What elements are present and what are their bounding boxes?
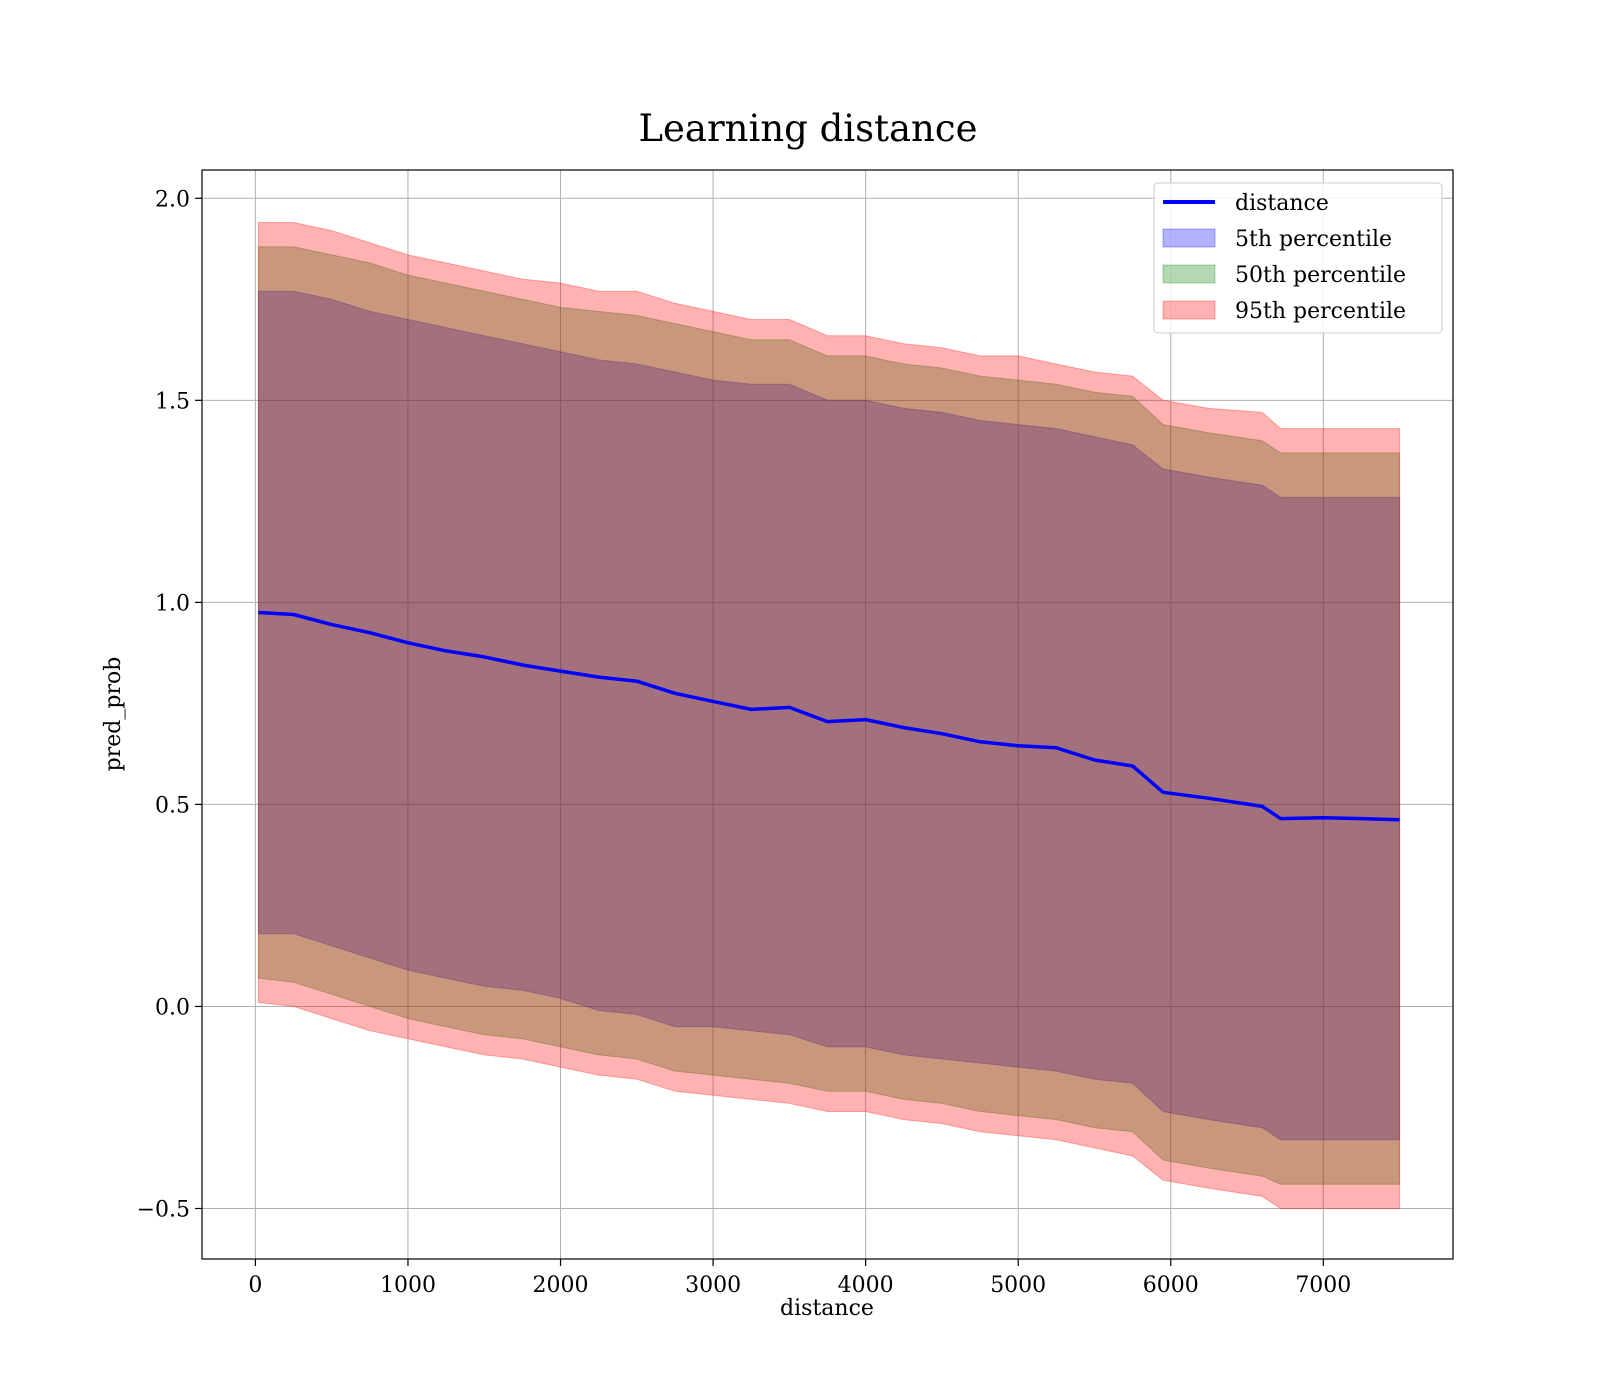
chart-title: Learning distance xyxy=(638,107,977,150)
x-tick-label: 2000 xyxy=(533,1273,589,1298)
legend-label-95th-percentile: 95th percentile xyxy=(1235,299,1406,324)
x-tick-label: 1000 xyxy=(380,1273,436,1298)
x-tick-label: 6000 xyxy=(1143,1273,1199,1298)
band-50th-percentile xyxy=(257,246,1401,1185)
legend-label-5th-percentile: 5th percentile xyxy=(1235,227,1392,252)
x-axis-label: distance xyxy=(780,1296,874,1321)
y-tick-label: 0.5 xyxy=(155,793,190,818)
legend: distance 5th percentile 50th percentile … xyxy=(1153,182,1443,334)
legend-swatch-5th-percentile xyxy=(1162,228,1216,248)
percentile-bands xyxy=(257,222,1401,1209)
y-axis-ticks: −0.5 0.0 0.5 1.0 1.5 2.0 xyxy=(137,187,202,1222)
line-distance xyxy=(258,610,1400,822)
y-tick-label: 1.5 xyxy=(155,389,190,414)
legend-box xyxy=(1153,182,1443,334)
y-tick-label: 1.0 xyxy=(155,591,190,616)
y-tick-label: −0.5 xyxy=(137,1197,190,1222)
y-tick-label: 2.0 xyxy=(155,187,190,212)
x-tick-label: 3000 xyxy=(685,1273,741,1298)
legend-swatch-50th-percentile xyxy=(1162,264,1216,284)
distance-series xyxy=(258,610,1400,822)
x-axis-ticks: 0 1000 2000 3000 4000 5000 6000 7000 xyxy=(248,1259,1351,1298)
legend-label-distance: distance xyxy=(1235,191,1329,216)
band-95th-percentile xyxy=(257,222,1401,1209)
plot-frame xyxy=(201,169,1454,1260)
x-tick-label: 5000 xyxy=(990,1273,1046,1298)
x-tick-label: 7000 xyxy=(1295,1273,1351,1298)
x-tick-label: 4000 xyxy=(838,1273,894,1298)
y-tick-label: 0.0 xyxy=(155,995,190,1020)
band-5th-percentile xyxy=(257,290,1401,1141)
x-tick-label: 0 xyxy=(248,1273,262,1298)
legend-swatch-95th-percentile xyxy=(1162,300,1216,320)
y-axis-label: pred_prob xyxy=(101,657,126,772)
legend-label-50th-percentile: 50th percentile xyxy=(1235,263,1406,288)
